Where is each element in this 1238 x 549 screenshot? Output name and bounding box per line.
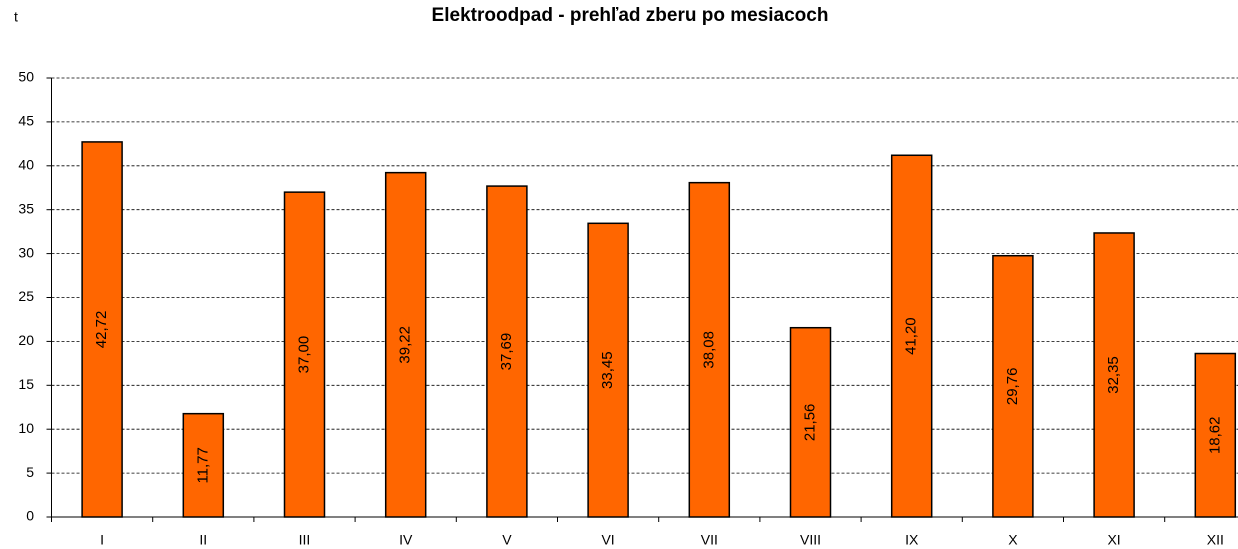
x-tick-label: VI	[601, 532, 614, 548]
data-label: 42,72	[93, 311, 110, 349]
y-tick-label: 15	[18, 376, 34, 392]
data-label: 41,20	[903, 317, 920, 355]
y-tick-label: 0	[26, 508, 34, 524]
bar	[182, 412, 225, 518]
y-tick-label: 10	[18, 420, 34, 436]
x-tick-label: VII	[701, 532, 718, 548]
y-axis-label: t	[14, 9, 18, 25]
x-tick-label: II	[199, 532, 207, 548]
bar	[890, 154, 933, 518]
data-label: 37,69	[498, 333, 515, 371]
data-label: 21,56	[801, 404, 818, 442]
chart-title: Elektroodpad - prehľad zberu po mesiacoc…	[432, 5, 829, 26]
y-tick-label: 20	[18, 332, 34, 348]
bar	[992, 254, 1034, 518]
x-tick-label: IX	[905, 532, 919, 548]
x-tick-label: VIII	[800, 532, 821, 548]
x-tick-label: XII	[1207, 532, 1224, 548]
x-tick-label: V	[502, 532, 512, 548]
data-label: 29,76	[1004, 368, 1021, 406]
data-label: 38,08	[700, 331, 717, 369]
y-tick-label: 45	[18, 113, 34, 129]
y-tick-label: 25	[18, 288, 34, 304]
y-tick-label: 40	[18, 157, 34, 173]
data-label: 11,77	[194, 447, 211, 483]
bar	[486, 185, 528, 518]
data-label: 32,35	[1105, 356, 1122, 394]
bar	[587, 222, 629, 518]
x-tick-label: III	[299, 532, 311, 548]
bar	[688, 181, 731, 518]
data-label: 37,00	[295, 336, 312, 374]
y-tick-label: 35	[18, 200, 34, 216]
y-tick-label: 50	[18, 69, 34, 85]
x-tick-label: I	[100, 532, 104, 548]
bar	[283, 191, 326, 518]
x-tick-label: IV	[399, 532, 413, 548]
bar	[1093, 232, 1135, 518]
bar	[1194, 352, 1237, 518]
y-tick-label: 5	[26, 464, 34, 480]
x-tick-label: XI	[1107, 532, 1120, 548]
bar	[81, 141, 123, 518]
data-label: 18,62	[1206, 416, 1223, 454]
data-label: 33,45	[599, 351, 616, 389]
data-label: 39,22	[397, 326, 414, 364]
bar	[789, 326, 832, 518]
bar	[384, 171, 427, 518]
x-tick-label: X	[1008, 532, 1018, 548]
y-tick-label: 30	[18, 244, 34, 260]
